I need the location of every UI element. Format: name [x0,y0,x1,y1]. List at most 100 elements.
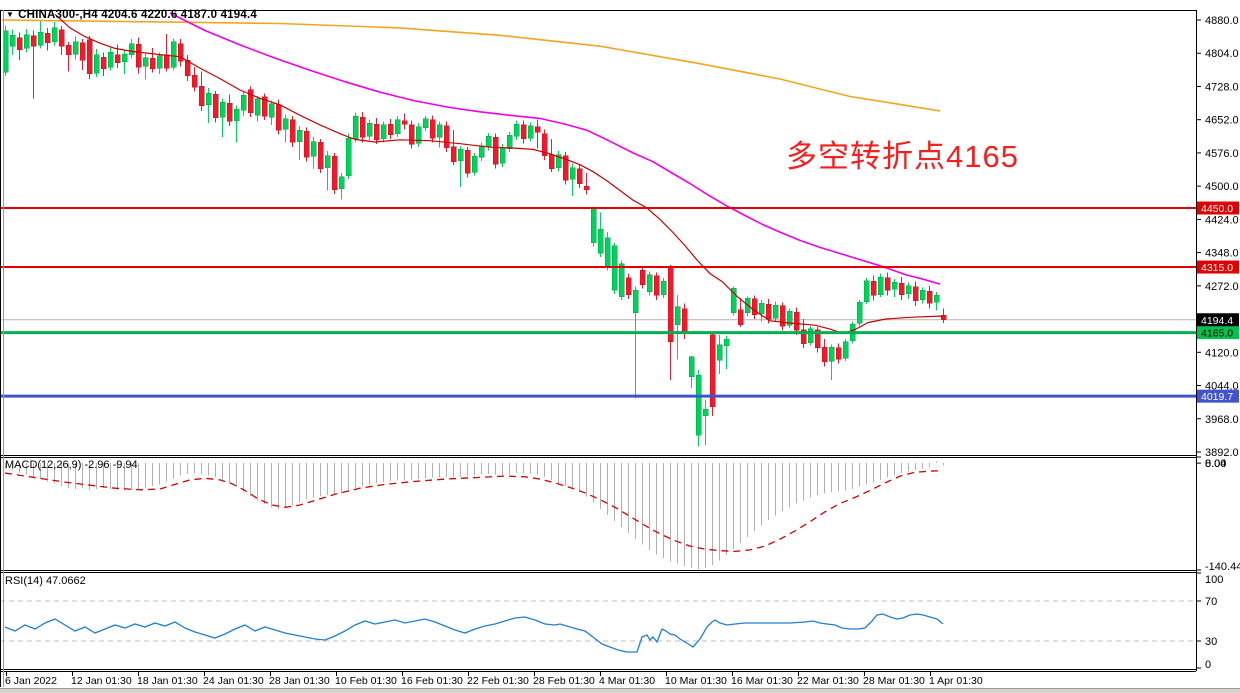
symbol-period-label: CHINA300-,H4 [18,9,98,21]
time-tick-label: 12 Jan 01:30 [71,675,132,687]
candle-down [261,96,268,117]
time-tick-label: 10 Mar 01:30 [665,675,727,687]
candle-down [114,54,121,64]
candle-up [352,115,359,140]
rsi-axis-label: 100 [1205,574,1223,586]
candle-up [436,124,443,138]
candle-up [457,149,464,162]
time-tick-label: 16 Feb 01:30 [401,675,463,687]
price-tick-label: 3892.0 [1205,447,1239,459]
candle-down [898,282,905,295]
candle-up [555,154,562,169]
price-tick-label: 4424.0 [1205,214,1239,226]
symbol-dropdown-icon[interactable]: ▼ [6,10,15,19]
candle-down [541,133,548,156]
candle-down [737,309,744,326]
candle-down [492,136,499,165]
macd-indicator-label: MACD(12,26,9) -2.96 -9.94 [5,459,138,471]
candle-up [828,346,835,362]
candle-down [58,29,65,47]
current-price-label-text: 4194.4 [1201,315,1233,327]
window-bottom-strip [0,688,1240,693]
candle-up [72,41,79,55]
candle-down [317,142,324,169]
candle-up [51,27,58,43]
macd-pane[interactable] [4,461,944,570]
ohlc-values: 4204.6 4220.6 4187.0 4194.4 [101,9,257,21]
time-tick-label: 24 Jan 01:30 [203,675,264,687]
price-label-4315.0-text: 4315.0 [1201,262,1233,274]
rsi-line [4,613,944,653]
time-tick-label: 22 Mar 01:30 [797,675,859,687]
candle-down [534,126,541,133]
candle-up [891,282,898,290]
rsi-axis-label: 70 [1205,596,1217,608]
candle-up [23,34,30,49]
candle-down [821,346,828,363]
candle-down [667,267,674,343]
candle-down [450,146,457,162]
main-price-pane[interactable] [0,12,1196,447]
candle-down [765,303,772,320]
candle-up [471,156,478,173]
price-tick-label: 4804.0 [1205,48,1239,60]
candle-up [219,101,226,118]
candle-up [527,125,534,139]
candle-down [751,298,758,315]
candle-up [919,289,926,301]
candle-up [772,304,779,319]
price-label-4450.0 [1197,201,1239,215]
candle-up [156,55,163,69]
rsi-axis-label: 0 [1205,659,1211,671]
price-tick-label: 4348.0 [1205,248,1239,260]
candle-down [793,311,800,331]
price-scale[interactable]: 4880.0 4804.0 4728.0 4652.0 4576.0 4500.0 4424… [1196,15,1240,671]
candle-up [905,285,912,294]
candle-up [394,119,401,134]
candle-down [359,116,366,138]
candle-up [695,374,702,436]
candle-down [149,58,156,70]
candle-down [653,275,660,296]
candle-up [807,328,814,343]
candle-up [93,54,100,74]
candle-down [814,329,821,349]
candle-up [324,155,331,169]
time-tick-label: 10 Feb 01:30 [335,675,397,687]
rsi-axis-label: 30 [1205,636,1217,648]
candle-down [835,347,842,360]
chart-title: ▼ CHINA300-,H4 4204.6 4220.6 4187.0 4194.… [6,9,257,21]
candle-down [940,315,947,321]
candle-up [723,338,730,346]
rsi-pane[interactable] [0,600,1196,653]
time-tick-label: 22 Feb 01:30 [467,675,529,687]
candle-down [331,156,338,190]
price-label-4165.0-text: 4165.0 [1201,328,1233,340]
time-scale[interactable]: 6 Jan 2022 12 Jan 01:30 18 Jan 01:30 24 Jan… [5,671,983,687]
pane-borders [0,10,1197,687]
candle-up [660,281,667,295]
candle-up [310,141,317,157]
candle-down [429,119,436,139]
candle-down [65,45,72,56]
price-label-4165.0 [1197,326,1239,340]
candle-up [688,356,695,378]
candle-down [870,281,877,296]
price-tick-label: 4120.0 [1205,347,1239,359]
candle-up [702,408,709,416]
candle-up [632,289,639,314]
candle-down [800,329,807,344]
candle-up [758,303,765,315]
candle-down [583,185,590,190]
macd-axis-label: 8.04 [1205,458,1226,470]
candle-up [842,341,849,359]
candle-down [191,74,198,88]
candle-down [184,59,191,77]
candle-up [877,276,884,295]
candle-up [646,274,653,293]
turning-point-annotation: 多空转折点4165 [786,139,1019,174]
candle-up [569,167,576,180]
time-tick-label: 16 Mar 01:30 [731,675,793,687]
candle-down [163,54,170,69]
